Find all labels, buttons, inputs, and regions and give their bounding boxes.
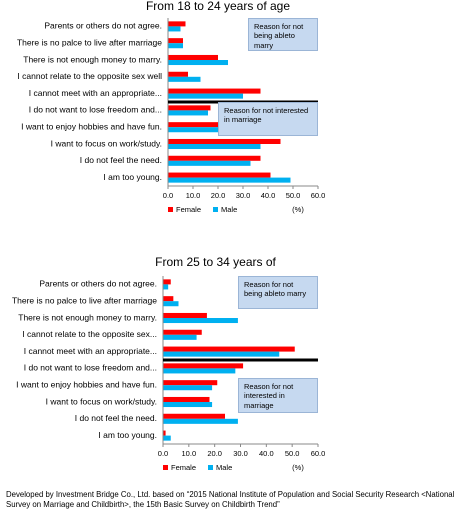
legend-label: Male [221,205,237,214]
x-tick-label: 50.0 [286,191,301,200]
legend-swatch [213,207,218,212]
x-tick-label: 60.0 [311,449,326,458]
bar [168,177,291,183]
bar [163,312,207,318]
category-label: I do not feel the need. [80,155,162,165]
bar [163,329,202,335]
x-tick-label: 60.0 [311,191,326,200]
bar [168,138,281,144]
chart-title: From 25 to 34 years of [155,255,276,269]
category-label: I want to focus on work/study. [51,138,162,148]
bar [163,334,197,340]
bar [163,413,225,419]
bar [168,160,251,166]
category-label: I do not want to lose freedom and... [24,363,157,373]
x-tick-label: 30.0 [233,449,248,458]
category-label: There is no palce to live after marriage [17,37,162,47]
bar [163,346,295,352]
category-label: I cannot relate to the opposite sex... [22,329,157,339]
bar [163,418,238,424]
legend-swatch [168,207,173,212]
legend-label: Male [216,463,232,472]
category-label: Parents or others do not agree. [44,21,162,31]
annotation-box: Reason for not being ableto marry [248,18,318,51]
bar [168,155,261,161]
category-label: I am too young. [98,430,157,440]
x-tick-label: 30.0 [236,191,251,200]
bar [168,88,261,94]
legend-swatch [163,465,168,470]
x-tick-label: 40.0 [259,449,274,458]
bar [163,402,213,408]
x-axis-label: (%) [292,205,304,214]
category-label: Parents or others do not agree. [39,279,157,289]
bar [168,38,183,44]
category-label: There is not enough money to marry. [18,312,157,322]
annotation-box: Reason for not being ableto marry [238,276,318,309]
annotation-box: Reason for not interested in marriage [218,102,318,136]
x-tick-label: 40.0 [261,191,276,200]
bar [163,318,238,324]
x-tick-label: 0.0 [158,449,168,458]
category-label: I want to focus on work/study. [46,396,157,406]
x-tick-label: 50.0 [285,449,300,458]
footer: Developed by Investment Bridge Co., Ltd.… [6,490,455,510]
x-tick-label: 10.0 [182,449,197,458]
bar [168,71,188,77]
bar [163,435,171,441]
category-label: I cannot meet with an appropriate... [24,346,157,356]
bar [163,301,179,307]
bar [168,122,221,128]
category-label: I want to enjoy hobbies and have fun. [16,379,157,389]
bar [168,21,186,27]
bar [168,54,218,60]
bar [168,26,181,32]
category-label: There is no palce to live after marriage [12,295,157,305]
category-label: I do not want to lose freedom and... [29,105,162,115]
x-axis-label: (%) [292,463,304,472]
chart-title: From 18 to 24 years of age [146,0,290,13]
bar [163,296,174,302]
bar [168,93,243,99]
bar [168,105,211,111]
bar [168,60,228,66]
bar [168,110,208,116]
category-label: There is not enough money to marry. [23,54,162,64]
legend-label: Female [176,205,201,214]
legend-swatch [208,465,213,470]
category-label: I cannot meet with an appropriate... [29,88,162,98]
category-label: I cannot relate to the opposite sex well [17,71,162,81]
bar [163,385,213,391]
bar [163,363,244,369]
bar [163,380,218,386]
bar [168,144,261,150]
bar [163,351,280,357]
category-label: I am too young. [103,172,162,182]
bar [168,172,271,178]
bar [168,43,183,49]
bar [163,368,236,374]
x-tick-label: 0.0 [163,191,173,200]
annotation-box: Reason for not interested in marriage [238,378,318,413]
x-tick-label: 20.0 [207,449,222,458]
category-label: I want to enjoy hobbies and have fun. [21,121,162,131]
bar [163,284,169,290]
x-tick-label: 10.0 [186,191,201,200]
legend-label: Female [171,463,196,472]
x-tick-label: 20.0 [211,191,226,200]
category-label: I do not feel the need. [75,413,157,423]
bar [163,396,210,402]
bar [168,76,201,82]
bar [168,127,221,133]
bar [163,279,171,285]
bar [163,430,166,436]
